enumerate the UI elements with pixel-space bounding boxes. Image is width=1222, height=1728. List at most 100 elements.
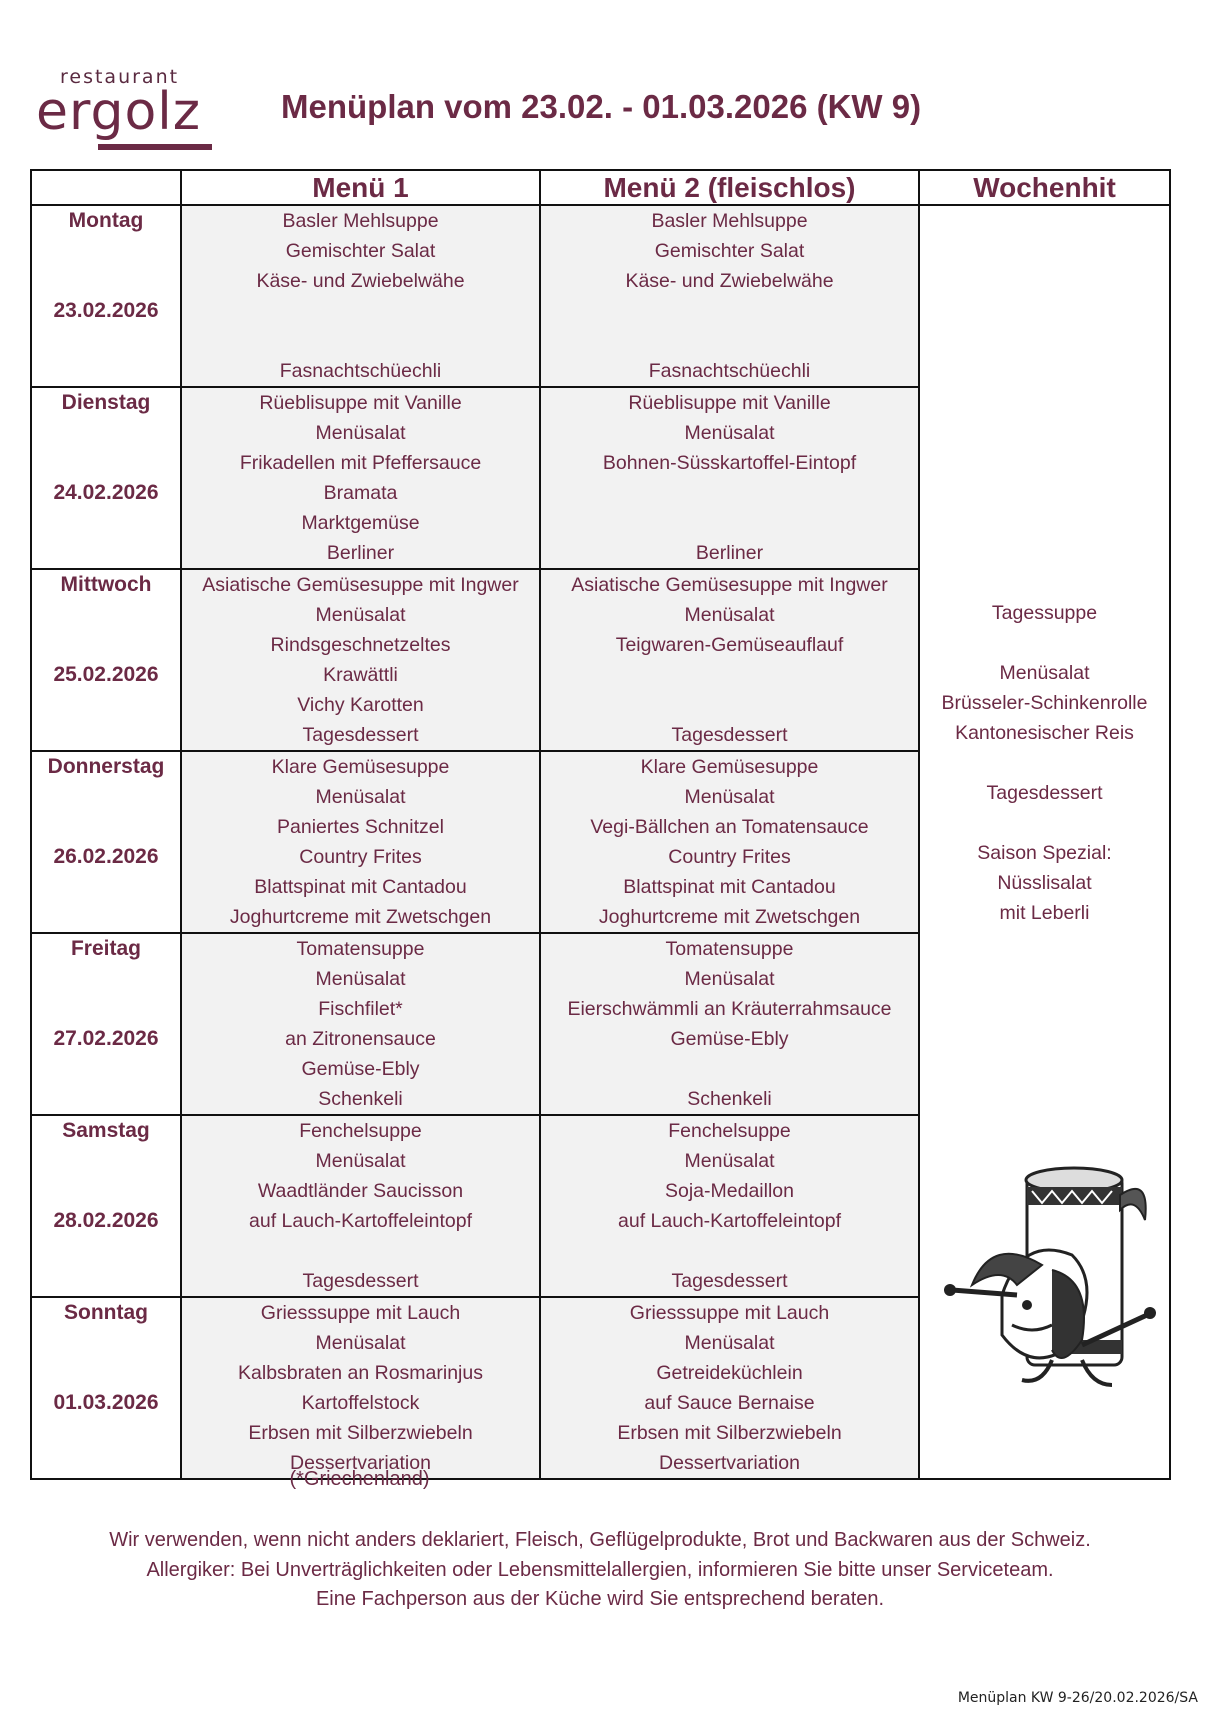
spacer	[32, 630, 180, 660]
page-title: Menüplan vom 23.02. - 01.03.2026 (KW 9)	[281, 88, 922, 125]
footer-notice: Wir verwenden, wenn nicht anders deklari…	[0, 1526, 1200, 1615]
spacer	[32, 872, 180, 902]
menu-item: Tomatensuppe	[296, 938, 425, 960]
menu-item: Klare Gemüsesuppe	[640, 756, 819, 778]
day-row-freitag: Freitag 27.02.2026 Tomatensuppe Menüsalat Fi…	[30, 932, 1170, 1116]
menu-item: Griesssuppe mit Lauch	[260, 1302, 461, 1324]
menu-item: Gemischter Salat	[654, 240, 805, 262]
menu-item: Berliner	[326, 542, 395, 564]
menu-item	[182, 1236, 539, 1266]
menu-item: Dessertvariation	[659, 1452, 800, 1474]
day-row-samstag: Samstag 28.02.2026 Fenchelsuppe Menüsalat Wa…	[30, 1114, 1170, 1298]
day-date: 24.02.2026	[53, 481, 159, 504]
table-header-row: Menü 1 Menü 2 (fleischlos) Wochenhit	[30, 169, 1171, 206]
day-cell: Montag 23.02.2026	[30, 204, 182, 388]
spacer	[32, 1448, 180, 1478]
wochenhit-item	[920, 808, 1169, 838]
spacer	[32, 600, 180, 630]
menu-item: Blattspinat mit Cantadou	[254, 876, 467, 898]
spacer	[32, 994, 180, 1024]
menu-item	[541, 660, 918, 690]
restaurant-logo: restaurant ergolz	[36, 66, 216, 150]
menu-item: Gemischter Salat	[285, 240, 436, 262]
spacer	[32, 1176, 180, 1206]
spacer	[32, 1328, 180, 1358]
day-name: Mittwoch	[60, 573, 152, 596]
jester-drum-illustration	[944, 1166, 1156, 1387]
menu-item: Tomatensuppe	[665, 938, 794, 960]
menu-item: Eierschwämmli an Kräuterrahmsauce	[567, 998, 892, 1020]
wochenhit-list: Tagessuppe Menüsalat Brüsseler-Schinkenrol…	[920, 598, 1169, 928]
menu-item: Menüsalat	[315, 786, 406, 808]
menu-item: Kartoffelstock	[301, 1392, 420, 1414]
menu-item	[541, 508, 918, 538]
header-menu2: Menü 2 (fleischlos)	[539, 169, 920, 206]
spacer	[32, 418, 180, 448]
header-empty	[30, 169, 182, 206]
wochenhit-item: mit Leberli	[999, 902, 1090, 924]
menu-item: Menüsalat	[684, 422, 775, 444]
menu-item: Dessertvariation	[290, 1452, 431, 1474]
menu-item: Fischfilet*	[318, 998, 403, 1020]
day-cell: Mittwoch 25.02.2026	[30, 568, 182, 752]
menu-item: Tagesdessert	[671, 724, 788, 746]
menu2-cell: Asiatische Gemüsesuppe mit Ingwer Menüsal…	[539, 568, 920, 752]
menu-item: Schenkeli	[318, 1088, 403, 1110]
day-name: Sonntag	[64, 1301, 148, 1324]
spacer	[32, 356, 180, 386]
day-row-mittwoch: Mittwoch 25.02.2026 Asiatische Gemüsesuppe…	[30, 568, 1170, 752]
menu1-cell: Klare Gemüsesuppe Menüsalat Paniertes Schn…	[180, 750, 541, 934]
menu-item: Klare Gemüsesuppe	[271, 756, 450, 778]
menu-item	[182, 296, 539, 326]
menu-item: Menüsalat	[315, 1332, 406, 1354]
menu-item: Berliner	[695, 542, 764, 564]
logo-underline	[98, 144, 212, 150]
menu-item: Menüsalat	[684, 1332, 775, 1354]
menu-item: Menüsalat	[315, 422, 406, 444]
spacer	[32, 690, 180, 720]
menu-item: Country Frites	[668, 846, 791, 868]
menu-item: Basler Mehlsuppe	[651, 210, 808, 232]
menu-item: Blattspinat mit Cantadou	[623, 876, 836, 898]
menu-item: Joghurtcreme mit Zwetschgen	[598, 906, 861, 928]
spacer	[32, 266, 180, 296]
menu-item: Gemüse-Ebly	[670, 1028, 789, 1050]
menu-item: Bohnen-Süsskartoffel-Eintopf	[602, 452, 857, 474]
menu1-cell: Rüeblisuppe mit Vanille Menüsalat Frikadel…	[180, 386, 541, 570]
day-row-montag: Montag 23.02.2026 Basler Mehlsuppe Gemischt…	[30, 204, 1171, 1480]
menu-item: Käse- und Zwiebelwähe	[625, 270, 834, 292]
wochenhit-cell: Tagessuppe Menüsalat Brüsseler-Schinkenrol…	[918, 204, 1171, 1480]
day-row-sonntag: Sonntag 01.03.2026 Griesssuppe mit Lauch Me…	[30, 1296, 1170, 1480]
wochenhit-item: Nüsslisalat	[997, 872, 1092, 894]
day-date: 28.02.2026	[53, 1209, 159, 1232]
day-cell: Samstag 28.02.2026	[30, 1114, 182, 1298]
footer-line: Allergiker: Bei Unverträglichkeiten oder…	[146, 1558, 1054, 1581]
menu-item: Paniertes Schnitzel	[277, 816, 444, 838]
spacer	[32, 902, 180, 932]
spacer	[32, 508, 180, 538]
wochenhit-item	[920, 748, 1169, 778]
spacer	[32, 1266, 180, 1296]
menu-item: Country Frites	[299, 846, 422, 868]
menu-item: Basler Mehlsuppe	[282, 210, 439, 232]
menu-item: Griesssuppe mit Lauch	[629, 1302, 830, 1324]
day-date: 26.02.2026	[53, 845, 159, 868]
wochenhit-item: Brüsseler-Schinkenrolle	[941, 692, 1148, 714]
spacer	[32, 1236, 180, 1266]
spacer	[32, 326, 180, 356]
menu-item	[541, 1054, 918, 1084]
wochenhit-item: Tagessuppe	[991, 602, 1098, 624]
menu1-cell: Tomatensuppe Menüsalat Fischfilet* an Zitro…	[180, 932, 541, 1116]
menu-item: auf Lauch-Kartoffeleintopf	[249, 1210, 472, 1232]
day-name: Freitag	[70, 937, 141, 960]
logo-small-text: restaurant	[60, 66, 180, 88]
day-row-donnerstag: Donnerstag 26.02.2026 Klare Gemüsesuppe Men…	[30, 750, 1170, 934]
menu-item: Fasnachtschüechli	[279, 360, 442, 382]
spacer	[32, 720, 180, 750]
menu-item: Frikadellen mit Pfeffersauce	[239, 452, 482, 474]
menu1-cell: Basler Mehlsuppe Gemischter Salat Käse- un…	[180, 204, 541, 388]
footer-line: Wir verwenden, wenn nicht anders deklari…	[109, 1529, 1091, 1551]
day-cell: Donnerstag 26.02.2026	[30, 750, 182, 934]
menu-item	[541, 296, 918, 326]
day-cell: Dienstag 24.02.2026	[30, 386, 182, 570]
